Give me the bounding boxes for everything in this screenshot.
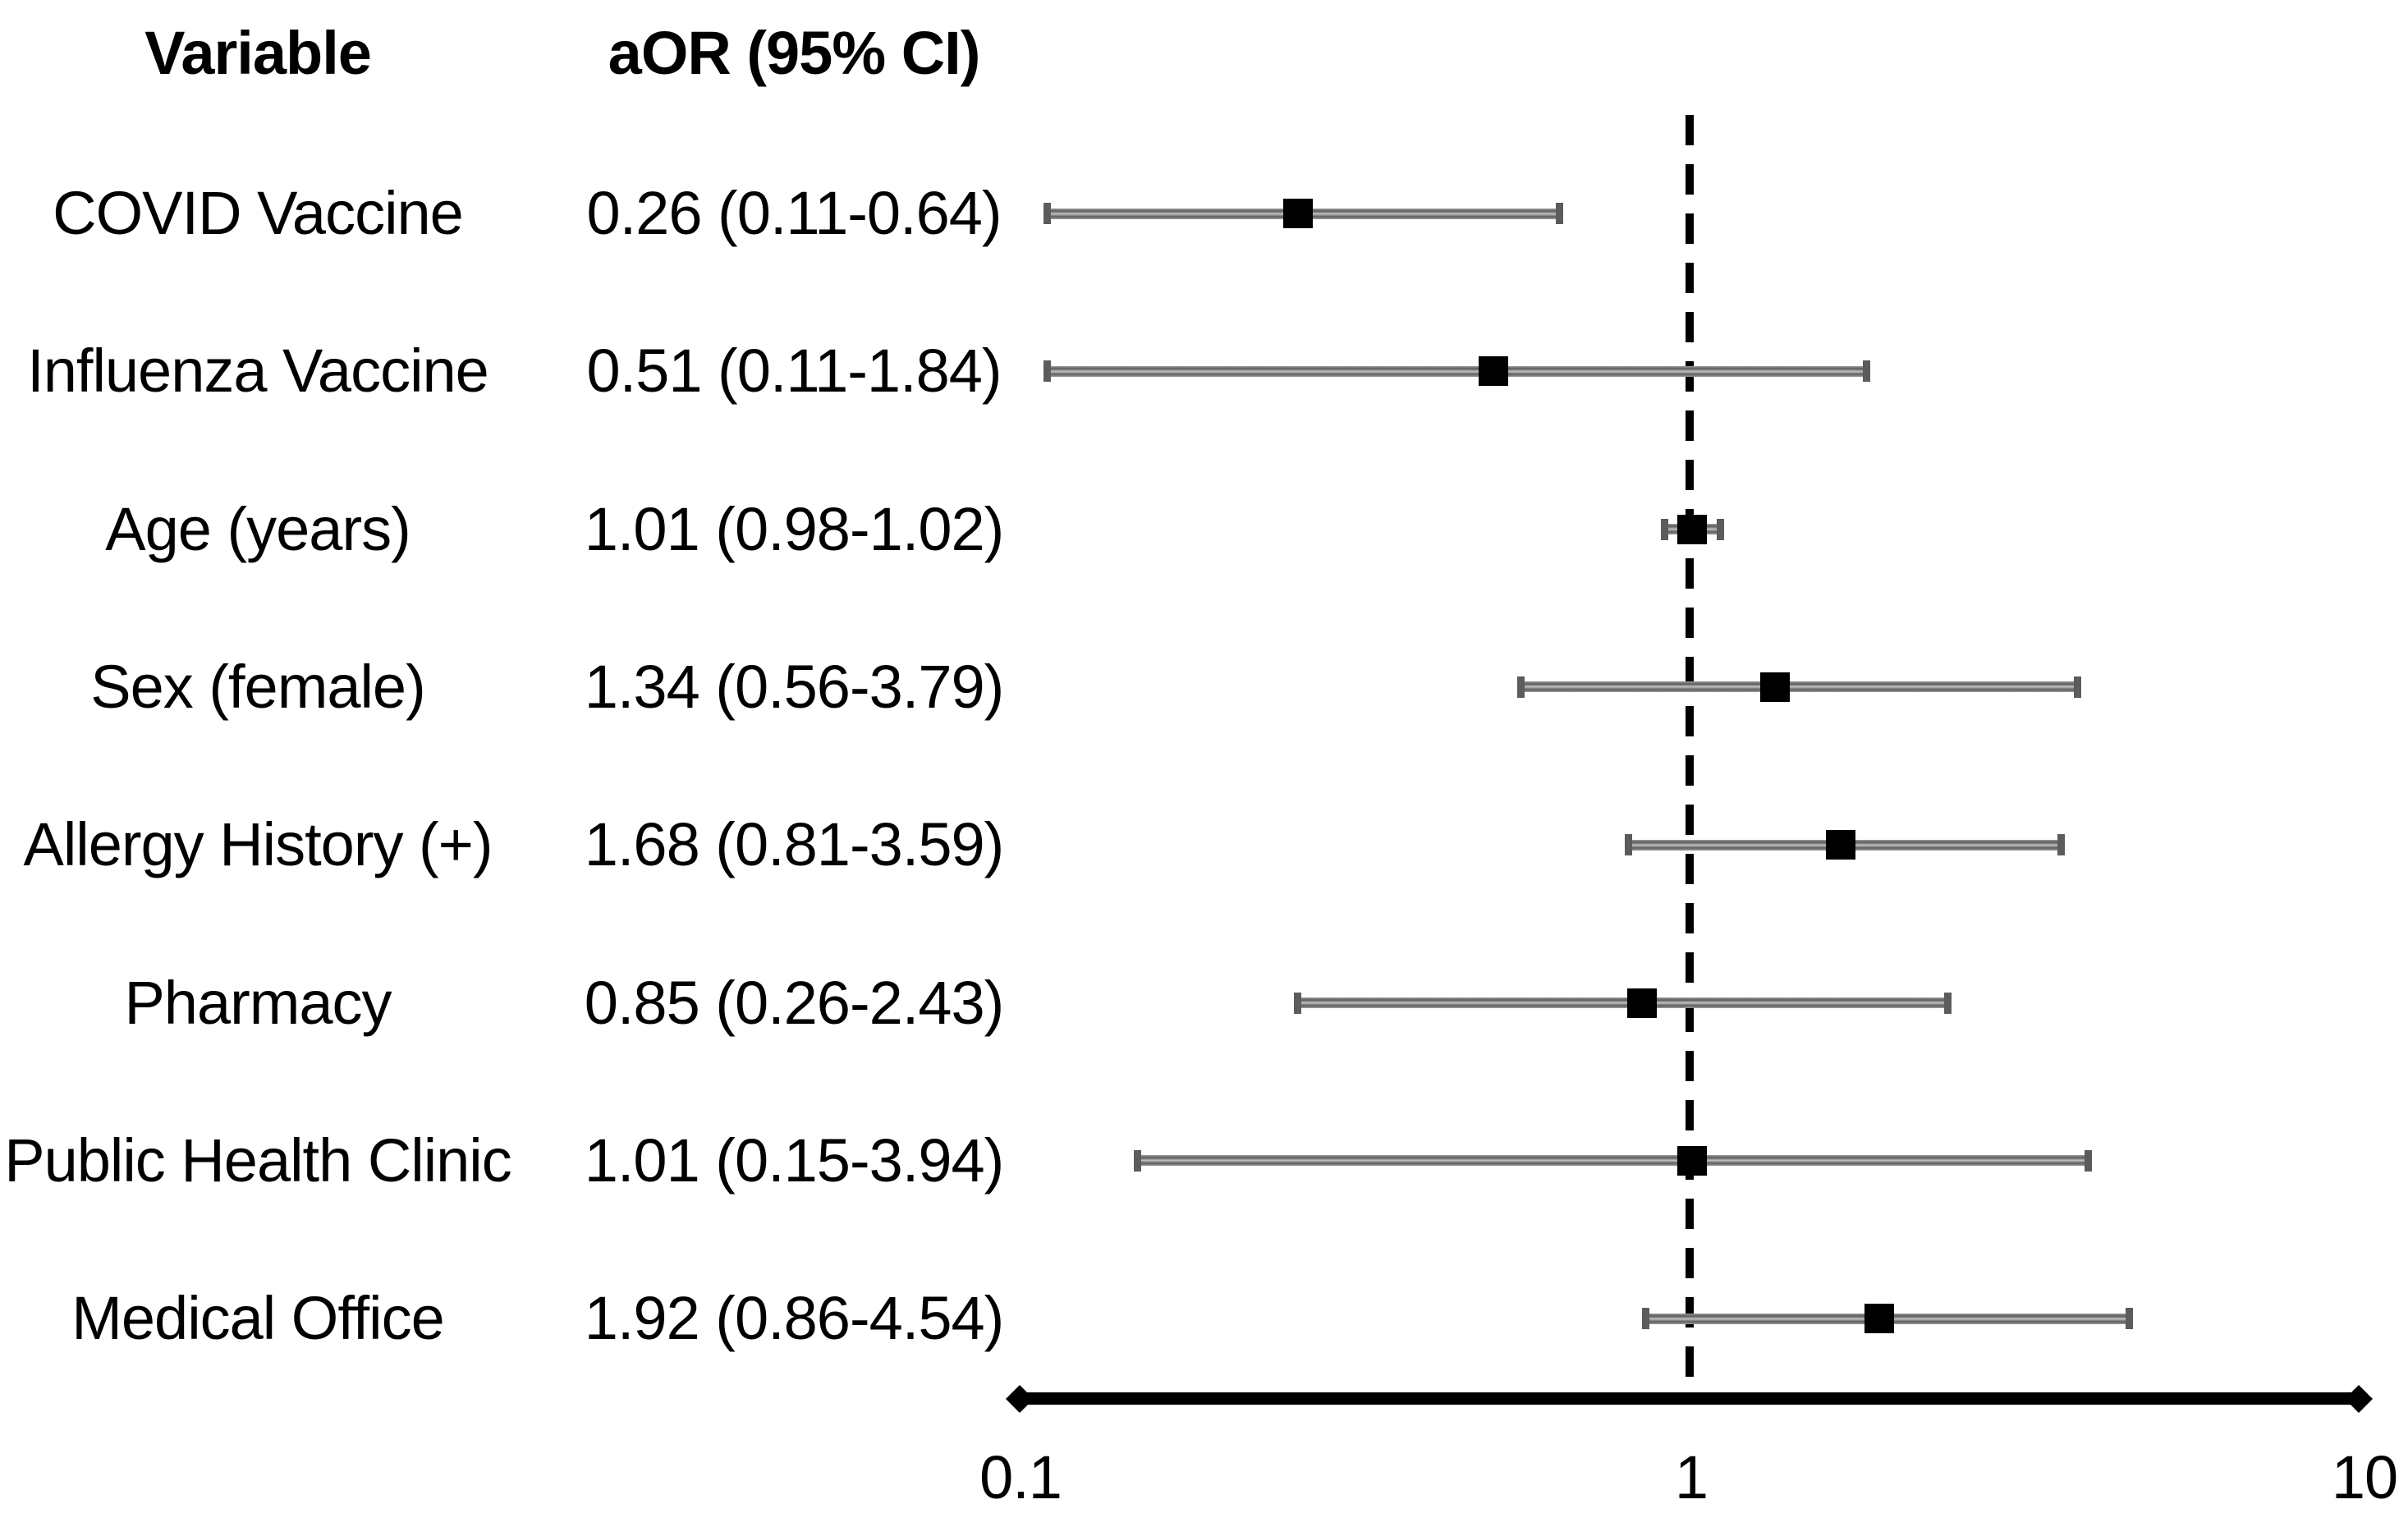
x-axis-left-arrowhead-icon xyxy=(1006,1385,1034,1413)
row-aor-value: 1.01 (0.15-3.94) xyxy=(584,1126,1005,1195)
point-estimate-marker xyxy=(1627,988,1658,1018)
ci-cap-right xyxy=(1716,518,1724,540)
row-variable-label: Sex (female) xyxy=(90,652,425,721)
row-variable-label: Influenza Vaccine xyxy=(27,337,489,406)
column-header-aor: aOR (95% CI) xyxy=(608,19,981,87)
ci-cap-left xyxy=(1043,203,1052,224)
ci-cap-left xyxy=(1641,1308,1649,1330)
row-variable-label: Allergy History (+) xyxy=(23,810,493,879)
ci-cap-left xyxy=(1294,992,1302,1014)
ci-cap-left xyxy=(1516,676,1525,698)
row-aor-value: 1.34 (0.56-3.79) xyxy=(584,652,1005,721)
point-estimate-marker xyxy=(1479,356,1509,387)
row-aor-value: 1.92 (0.86-4.54) xyxy=(584,1284,1005,1353)
ci-cap-right xyxy=(2085,1149,2093,1172)
row-variable-label: Public Health Clinic xyxy=(4,1126,511,1195)
ci-cap-right xyxy=(2126,1308,2134,1330)
ci-cap-left xyxy=(1624,834,1632,856)
x-tick-label-10: 10 xyxy=(2331,1443,2398,1511)
ci-cap-right xyxy=(2057,834,2066,856)
point-estimate-marker xyxy=(1864,1304,1895,1334)
ci-cap-right xyxy=(2073,676,2081,698)
row-variable-label: Age (years) xyxy=(105,494,411,563)
row-aor-value: 1.68 (0.81-3.59) xyxy=(584,810,1005,879)
row-variable-label: COVID Vaccine xyxy=(53,179,464,247)
row-variable-label: Medical Office xyxy=(71,1284,444,1353)
point-estimate-marker xyxy=(1759,672,1790,702)
point-estimate-marker xyxy=(1677,1145,1708,1176)
point-estimate-marker xyxy=(1677,514,1708,544)
row-aor-value: 0.85 (0.26-2.43) xyxy=(584,968,1005,1037)
point-estimate-marker xyxy=(1282,199,1313,228)
ci-bar xyxy=(1137,1155,2089,1167)
row-aor-value: 1.01 (0.98-1.02) xyxy=(584,494,1005,563)
reference-line-or-1 xyxy=(1686,115,1694,1392)
ci-cap-left xyxy=(1660,518,1668,540)
ci-bar xyxy=(1520,681,2077,693)
x-tick-label-0-1: 0.1 xyxy=(979,1443,1062,1511)
ci-cap-left xyxy=(1043,360,1052,383)
column-header-variable: Variable xyxy=(144,19,372,87)
ci-cap-left xyxy=(1134,1149,1142,1172)
ci-bar xyxy=(1297,997,1948,1008)
ci-cap-right xyxy=(1863,360,1871,383)
row-variable-label: Pharmacy xyxy=(124,968,392,1037)
ci-bar xyxy=(1047,365,1867,377)
ci-cap-right xyxy=(1556,203,1564,224)
point-estimate-marker xyxy=(1825,830,1855,860)
row-aor-value: 0.26 (0.11-0.64) xyxy=(586,179,1002,247)
row-aor-value: 0.51 (0.11-1.84) xyxy=(586,337,1002,406)
x-axis-line xyxy=(1020,1392,2359,1405)
x-axis-right-arrowhead-icon xyxy=(2345,1385,2373,1413)
ci-cap-right xyxy=(1944,992,1952,1014)
x-tick-label-1: 1 xyxy=(1674,1443,1709,1511)
